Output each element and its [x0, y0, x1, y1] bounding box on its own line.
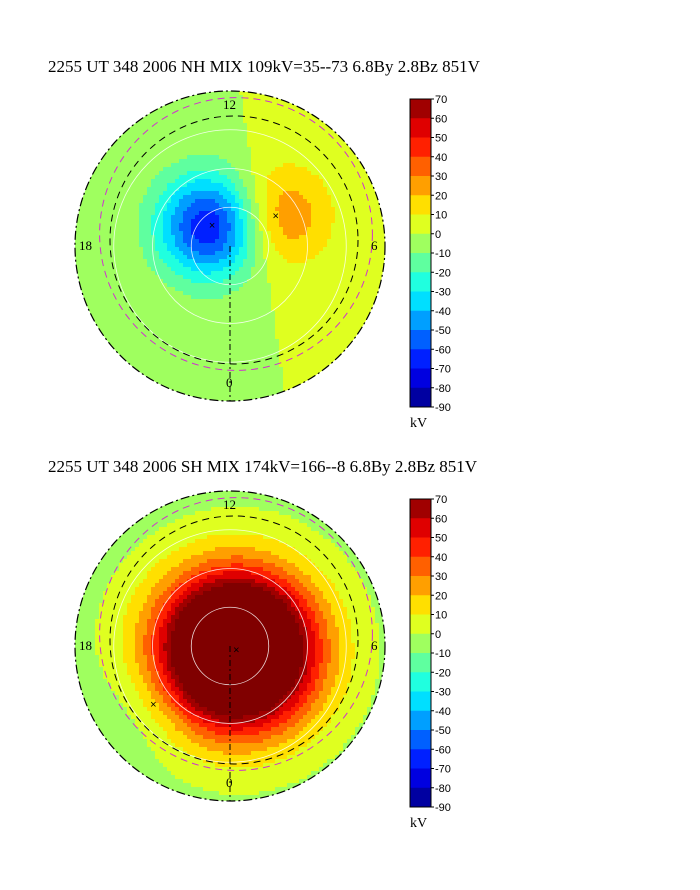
colorbar-band: [410, 691, 431, 712]
colorbar-tick-label: 0: [435, 629, 441, 641]
dawn-positive-cell-marker: ×: [272, 210, 278, 222]
panel-title: 2255 UT 348 2006 SH MIX 174kV=166--8 6.8…: [48, 457, 478, 476]
colorbar-band: [410, 710, 431, 731]
latitude-circle: [152, 168, 308, 324]
colorbar: 70 60 50 40 30 20 10 0 -10 -20 -30 -40 -50 -60 -70 -80 -…: [409, 94, 451, 431]
colorbar-tick-label: -20: [435, 267, 451, 279]
convection-boundary: [109, 115, 359, 365]
colorbar-tick-label: 30: [435, 571, 447, 583]
colorbar-band: [410, 387, 431, 408]
mlt-label-right: 6: [371, 238, 378, 253]
mlt-label-left: 18: [79, 238, 92, 253]
colorbar-tick-label: -50: [435, 325, 451, 337]
colorbar-tick-label: 10: [435, 610, 447, 622]
nh-panel: 2255 UT 348 2006 NH MIX 109kV=35--73 6.8…: [48, 57, 481, 431]
colorbar-tick-label: 40: [435, 152, 447, 164]
colorbar-tick-label: 70: [435, 94, 447, 106]
potential-field: [75, 91, 385, 401]
mlt-label-bottom: 0: [226, 775, 233, 790]
colorbar-band: [410, 368, 431, 389]
colorbar-tick-label: -50: [435, 725, 451, 737]
colorbar-band: [410, 310, 431, 331]
nightside-negative-cell-marker: ×: [150, 699, 156, 711]
colorbar-tick-label: 20: [435, 190, 447, 202]
colorbar-tick-label: -90: [435, 802, 451, 814]
colorbar-tick-label: -40: [435, 306, 451, 318]
colorbar-band: [410, 291, 431, 312]
colorbar-band: [410, 118, 431, 138]
colorbar-band: [410, 195, 431, 215]
colorbar-band: [410, 787, 431, 808]
colorbar-tick-label: 20: [435, 590, 447, 602]
colorbar-band: [410, 330, 431, 350]
colorbar-band: [410, 518, 431, 538]
colorbar-tick-label: -60: [435, 744, 451, 756]
dusk-negative-cell-marker: ×: [209, 220, 215, 232]
colorbar-tick-label: 70: [435, 494, 447, 506]
colorbar-tick-label: -70: [435, 364, 451, 376]
colorbar-band: [410, 233, 431, 254]
colorbar-unit: kV: [410, 816, 427, 831]
mlt-label-left: 18: [79, 638, 92, 653]
auroral-oval: [99, 497, 373, 771]
colorbar-band: [410, 99, 431, 119]
mlt-label-right: 6: [371, 638, 378, 653]
colorbar-tick-label: 60: [435, 513, 447, 525]
colorbar-band: [410, 730, 431, 750]
colorbar-band: [410, 576, 431, 596]
colorbar-tick-label: -30: [435, 287, 451, 299]
colorbar-unit: kV: [410, 416, 427, 431]
colorbar-tick-label: -60: [435, 344, 451, 356]
colorbar-band: [410, 499, 431, 519]
colorbar-band: [410, 768, 431, 789]
colorbar-tick-label: -20: [435, 667, 451, 679]
colorbar-band: [410, 349, 431, 369]
colorbar-tick-label: -10: [435, 648, 451, 660]
colorbar-band: [410, 556, 431, 577]
colorbar-tick-label: 40: [435, 552, 447, 564]
colorbar-band: [410, 653, 431, 673]
colorbar-tick-label: -80: [435, 783, 451, 795]
sh-panel: 2255 UT 348 2006 SH MIX 174kV=166--8 6.8…: [48, 457, 478, 831]
colorbar-tick-label: 30: [435, 171, 447, 183]
colorbar-band: [410, 272, 431, 292]
colorbar-band: [410, 137, 431, 158]
central-positive-cell-marker: ×: [233, 645, 239, 657]
colorbar-band: [410, 595, 431, 615]
colorbar-tick-label: 0: [435, 229, 441, 241]
colorbar-band: [410, 672, 431, 692]
colorbar-band: [410, 176, 431, 196]
colorbar-tick-label: 50: [435, 133, 447, 145]
colorbar-tick-label: 10: [435, 210, 447, 222]
colorbar-band: [410, 156, 431, 177]
mlt-label-bottom: 0: [226, 375, 233, 390]
colorbar-tick-label: -10: [435, 248, 451, 260]
colorbar-band: [410, 749, 431, 769]
colorbar-band: [410, 537, 431, 558]
convection-boundary: [109, 515, 359, 765]
colorbar-band: [410, 633, 431, 654]
colorbar: 70 60 50 40 30 20 10 0 -10 -20 -30 -40 -50 -60 -70 -80 -…: [409, 494, 451, 831]
mlt-label-top: 12: [223, 97, 236, 112]
colorbar-tick-label: -40: [435, 706, 451, 718]
colorbar-tick-label: 60: [435, 113, 447, 125]
colorbar-tick-label: 50: [435, 533, 447, 545]
auroral-oval: [99, 97, 373, 371]
mlt-label-top: 12: [223, 497, 236, 512]
colorbar-band: [410, 214, 431, 235]
colorbar-band: [410, 253, 431, 273]
colorbar-tick-label: -80: [435, 383, 451, 395]
panel-title: 2255 UT 348 2006 NH MIX 109kV=35--73 6.8…: [48, 57, 481, 76]
colorbar-tick-label: -70: [435, 764, 451, 776]
colorbar-tick-label: -90: [435, 402, 451, 414]
latitude-circle: [152, 568, 308, 724]
colorbar-band: [410, 614, 431, 635]
colorbar-tick-label: -30: [435, 687, 451, 699]
